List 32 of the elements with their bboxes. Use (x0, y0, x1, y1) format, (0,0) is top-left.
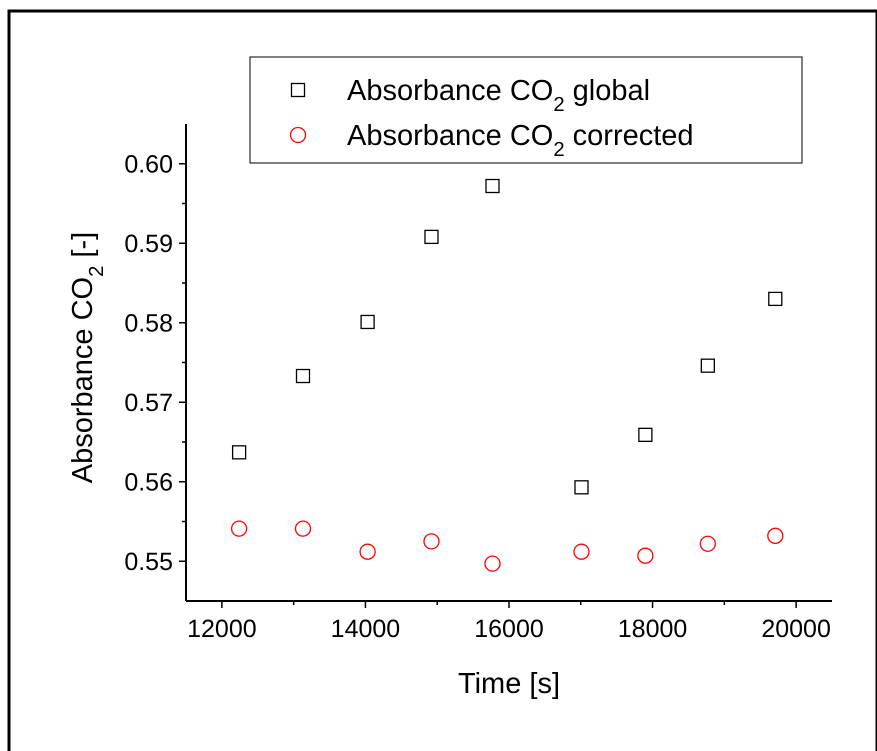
point (573, 544, 590, 560)
x-tick-label: 14000 (330, 615, 400, 643)
y-tick-label: 0.59 (124, 230, 173, 258)
point (423, 533, 440, 550)
point (232, 445, 246, 460)
legend-label: Absorbance CO$_{2}$ global (347, 75, 650, 116)
y-tick-label: 0.57 (124, 389, 173, 417)
x-tick-label: 18000 (618, 615, 688, 643)
legend-label: Absorbance CO$_{2}$ corrected (347, 120, 694, 162)
x-axis-title: Time [s] (458, 668, 560, 700)
point (700, 358, 715, 373)
y-tick-label: 0.56 (124, 468, 173, 496)
point (768, 292, 782, 306)
y-tick-label: 0.55 (124, 548, 173, 576)
point (360, 314, 375, 330)
point (637, 548, 654, 564)
point (296, 368, 310, 384)
point (638, 428, 653, 442)
x-tick-label: 20000 (761, 615, 831, 643)
point (485, 178, 500, 194)
point (294, 520, 312, 537)
point (767, 528, 784, 544)
x-tick-label: 12000 (187, 615, 257, 643)
point (484, 555, 501, 572)
y-tick-label: 0.58 (124, 310, 173, 338)
point (424, 230, 439, 244)
point (359, 544, 376, 560)
y-tick-label: 0.60 (124, 150, 173, 178)
x-tick-label: 16000 (474, 615, 544, 643)
point (700, 536, 716, 552)
point (574, 480, 589, 494)
point (230, 520, 248, 537)
